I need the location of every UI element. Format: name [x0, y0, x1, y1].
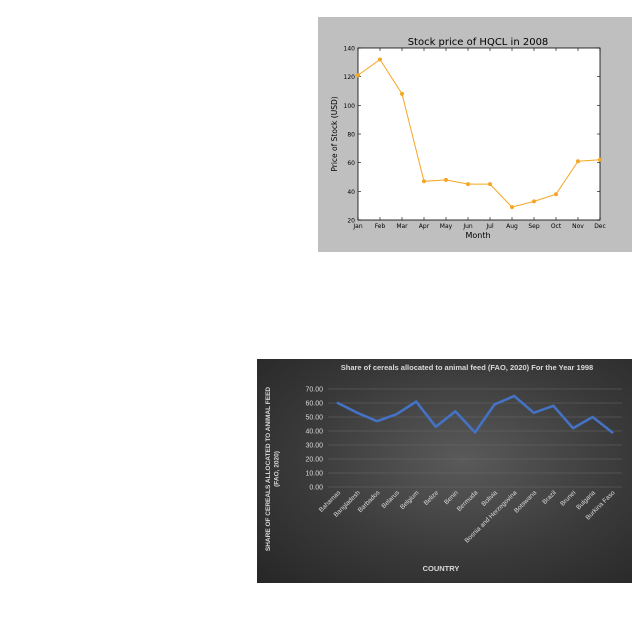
x-tick-label: Benin [443, 489, 460, 506]
chart-title: Share of cereals allocated to animal fee… [341, 363, 593, 372]
y-tick-label: 20 [347, 218, 355, 225]
x-tick-label: May [440, 223, 453, 230]
stock-price-chart-svg: Stock price of HQCL in 2008 Month Price of… [330, 37, 606, 240]
series-line [357, 58, 601, 208]
x-tick-label: Apr [419, 223, 430, 230]
y-tick-label: 60.00 [305, 401, 323, 408]
x-tick-label: Jul [485, 223, 494, 230]
data-point [598, 157, 602, 162]
y-tick-label: 30.00 [305, 443, 323, 450]
y-tick-label: 80 [347, 132, 355, 139]
y-tick-label: 40 [347, 189, 355, 196]
y-axis-label: Price of Stock (USD) [330, 96, 339, 171]
series-line [336, 394, 614, 434]
y-tick-label: 120 [344, 74, 356, 81]
x-tick-label: Aug [506, 223, 518, 230]
y-tick-label: 140 [344, 46, 356, 53]
x-axis-label: Month [465, 231, 490, 240]
data-point [466, 182, 470, 187]
x-tick-label: Jan [352, 223, 362, 230]
x-tick-label: Jun [462, 223, 473, 230]
x-axis-label: COUNTRY [423, 564, 460, 573]
x-tick-label: Barbados [357, 489, 382, 514]
x-tick-label: Sep [528, 223, 540, 230]
data-point [400, 91, 404, 96]
x-tick-label: Feb [375, 223, 386, 230]
data-point [378, 57, 382, 62]
x-tick-label: Bolivia [481, 489, 500, 508]
y-tick-label: 50.00 [305, 415, 323, 422]
x-tick-label: Belize [423, 489, 441, 507]
data-point [532, 199, 536, 204]
data-point [356, 73, 360, 78]
cereals-feed-chart-svg: Share of cereals allocated to animal fee… [265, 363, 622, 573]
data-point [422, 179, 426, 184]
plot-area [357, 47, 601, 221]
data-point [554, 192, 558, 197]
y-tick-label: 60 [347, 160, 355, 167]
y-tick-label: 100 [344, 103, 356, 110]
x-tick-label: Brazil [541, 489, 558, 506]
cereals-feed-chart: Share of cereals allocated to animal fee… [257, 359, 632, 583]
y-axis-label: SHARE OF CEREALS ALLOCATED TO ANIMAL FEE… [265, 387, 281, 551]
x-tick-label: Bermuda [456, 489, 480, 513]
x-tick-label: Mar [396, 223, 408, 230]
data-point [576, 159, 580, 164]
x-tick-label: Belarus [380, 489, 401, 510]
y-tick-label: 10.00 [305, 471, 323, 478]
x-tick-label: Nov [572, 223, 584, 230]
x-tick-label: Brunei [559, 489, 577, 507]
x-tick-label: Dec [594, 223, 606, 230]
y-tick-label: 70.00 [305, 387, 323, 394]
y-tick-label: 20.00 [305, 457, 323, 464]
data-point [510, 205, 514, 210]
y-tick-label: 0.00 [309, 485, 323, 492]
data-point [488, 182, 492, 187]
x-tick-label: Oct [551, 223, 562, 230]
chart-title: Stock price of HQCL in 2008 [408, 37, 549, 48]
data-point [444, 177, 448, 182]
x-tick-label: Belgium [399, 489, 421, 511]
stock-price-chart: Stock price of HQCL in 2008 Month Price of… [318, 17, 632, 252]
y-tick-label: 40.00 [305, 429, 323, 436]
